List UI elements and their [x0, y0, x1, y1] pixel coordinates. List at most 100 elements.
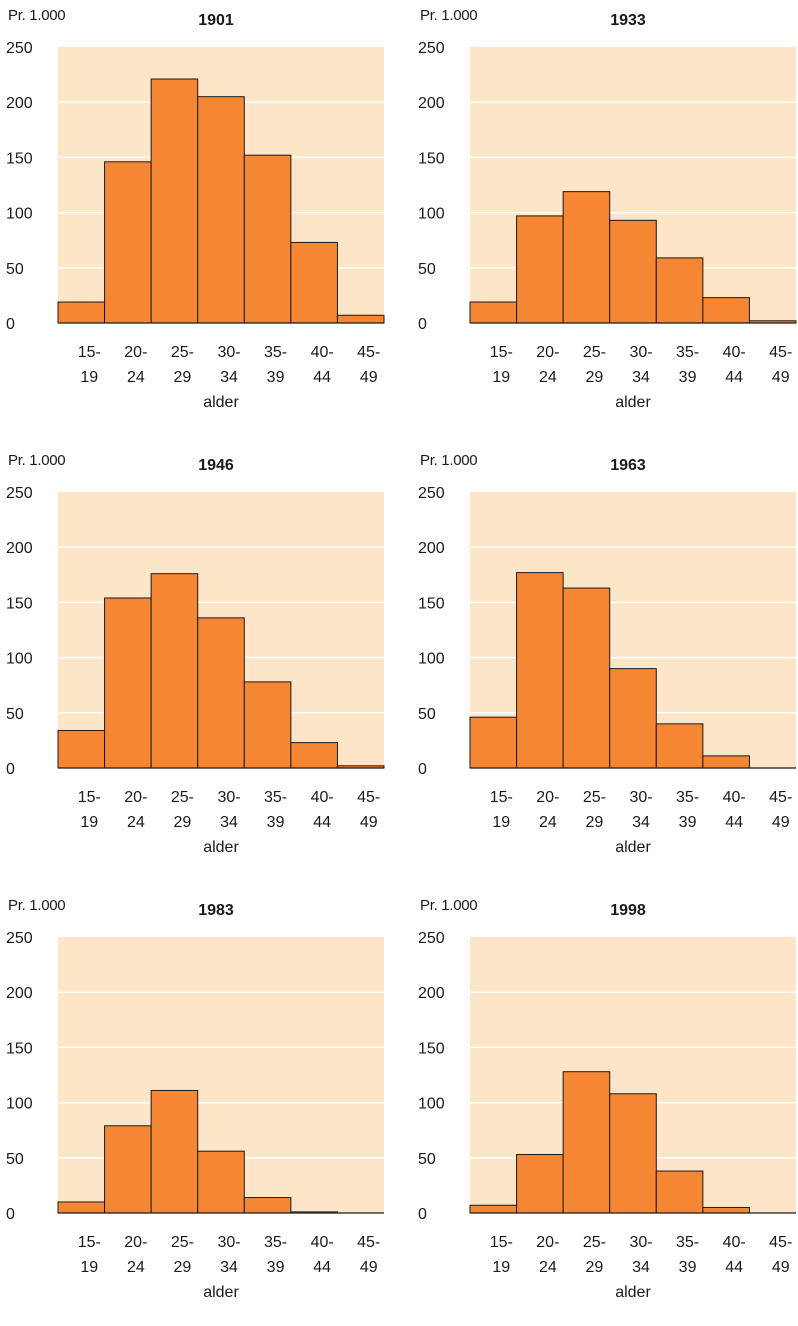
x-tick-label: 45-: [357, 344, 380, 361]
x-tick-label: 25-: [583, 789, 606, 806]
bar-25-29: [562, 587, 611, 769]
x-tick-label: 39: [679, 1259, 697, 1276]
x-tick-label: 44: [725, 1259, 743, 1276]
bar-30-34: [197, 617, 245, 769]
unit-label: Pr. 1.000: [420, 897, 477, 914]
chart-panel-1946: 0 50 100 150 200 250 Pr. 1.000 1946 15- 19 20- 24 25…: [0, 445, 399, 881]
x-tick-label: 44: [725, 369, 743, 386]
chart-title: 1901: [198, 12, 234, 29]
x-tick-label: 15-: [78, 1234, 101, 1251]
bar-40-44: [702, 1206, 750, 1214]
y-tick-label: 200: [418, 985, 445, 1002]
x-tick-label: 19: [492, 1259, 510, 1276]
bar-15-19: [57, 1201, 106, 1214]
x-tick-label: 34: [632, 369, 650, 386]
chart-title: 1933: [610, 12, 646, 29]
x-tick-label: 34: [220, 369, 238, 386]
x-tick-label: 15-: [490, 789, 513, 806]
x-tick-label: 19: [80, 814, 98, 831]
x-tick-label: 24: [539, 1259, 557, 1276]
bar-35-39: [655, 1170, 704, 1214]
y-tick-label: 150: [6, 595, 33, 612]
x-tick-label: 40-: [311, 789, 334, 806]
x-tick-label: 19: [80, 1259, 98, 1276]
y-tick-label: 100: [6, 1096, 33, 1113]
x-tick-label: 19: [80, 369, 98, 386]
bar-25-29: [150, 1089, 199, 1214]
y-tick-label: 0: [6, 316, 15, 333]
chart-panel-1933: 0 50 100 150 200 250 Pr. 1.000 1933 15- 19 20- 24 25…: [412, 0, 798, 436]
x-tick-label: 40-: [723, 789, 746, 806]
x-tick-label: 30-: [629, 789, 652, 806]
y-tick-label: 100: [418, 206, 445, 223]
x-tick-label: 40-: [311, 344, 334, 361]
x-tick-label: 29: [174, 1259, 192, 1276]
x-tick-label: 34: [632, 814, 650, 831]
bar-15-19: [469, 1204, 518, 1214]
chart-title: 1998: [610, 902, 646, 919]
bar-20-24: [516, 215, 564, 324]
y-tick-label: 100: [418, 651, 445, 668]
x-tick-label: 24: [539, 814, 557, 831]
unit-label: Pr. 1.000: [420, 7, 477, 24]
bar-45-49: [336, 314, 385, 324]
bar-35-39: [655, 257, 704, 324]
x-tick-label: 29: [174, 369, 192, 386]
x-tick-label: 45-: [357, 789, 380, 806]
x-tick-label: 29: [174, 814, 192, 831]
x-tick-label: 49: [360, 369, 378, 386]
y-tick-label: 0: [6, 1206, 15, 1223]
x-tick-label: 30-: [629, 344, 652, 361]
y-tick-label: 100: [418, 1096, 445, 1113]
y-tick-label: 0: [418, 316, 427, 333]
y-tick-label: 50: [418, 261, 436, 278]
x-tick-label: 35-: [676, 1234, 699, 1251]
chart-1901: 0 50 100 150 200 250 Pr. 1.000 1901 15- 19 20- 24 25…: [6, 7, 385, 411]
x-tick-label: 45-: [769, 789, 792, 806]
x-tick-label: 44: [725, 814, 743, 831]
unit-label: Pr. 1.000: [8, 7, 65, 24]
chart-panel-1963: 0 50 100 150 200 250 Pr. 1.000 1963 15- 19 20- 24 25…: [412, 445, 798, 881]
x-tick-label: 25-: [171, 344, 194, 361]
chart-title: 1963: [610, 457, 646, 474]
y-tick-label: 50: [6, 706, 24, 723]
x-tick-label: 20-: [124, 789, 147, 806]
y-tick-label: 150: [418, 1040, 445, 1057]
y-tick-label: 100: [6, 206, 33, 223]
chart-panel-1998: 0 50 100 150 200 250 Pr. 1.000 1998 15- 19 20- 24 25…: [412, 890, 798, 1326]
bar-15-19: [469, 301, 518, 324]
x-tick-label: 20-: [536, 789, 559, 806]
x-axis-label: alder: [203, 1284, 239, 1301]
x-tick-label: 35-: [264, 344, 287, 361]
chart-panel-1901: 0 50 100 150 200 250 Pr. 1.000 1901 15- 19 20- 24 25…: [0, 0, 399, 436]
x-tick-label: 39: [267, 814, 285, 831]
x-axis-label: alder: [615, 1284, 651, 1301]
bar-15-19: [57, 301, 106, 324]
y-tick-label: 200: [418, 95, 445, 112]
x-tick-label: 20-: [124, 1234, 147, 1251]
bar-20-24: [104, 597, 152, 769]
y-tick-label: 200: [6, 540, 33, 557]
x-tick-label: 29: [586, 814, 604, 831]
chart-1998: 0 50 100 150 200 250 Pr. 1.000 1998 15- 19 20- 24 25…: [418, 897, 796, 1301]
x-tick-label: 49: [772, 814, 790, 831]
x-tick-label: 24: [127, 1259, 145, 1276]
chart-1933: 0 50 100 150 200 250 Pr. 1.000 1933 15- 19 20- 24 25…: [418, 7, 797, 411]
x-tick-label: 20-: [124, 344, 147, 361]
bar-40-44: [702, 755, 750, 769]
y-tick-label: 50: [418, 1151, 436, 1168]
x-tick-label: 49: [360, 1259, 378, 1276]
x-tick-label: 49: [772, 369, 790, 386]
x-tick-label: 40-: [723, 1234, 746, 1251]
y-tick-label: 250: [418, 40, 445, 57]
x-tick-label: 35-: [264, 789, 287, 806]
bar-35-39: [243, 1197, 292, 1214]
chart-1946: 0 50 100 150 200 250 Pr. 1.000 1946 15- 19 20- 24 25…: [6, 452, 385, 856]
x-tick-label: 20-: [536, 1234, 559, 1251]
y-tick-label: 200: [6, 95, 33, 112]
x-tick-label: 35-: [676, 789, 699, 806]
bar-25-29: [150, 78, 199, 324]
bar-25-29: [562, 191, 611, 324]
x-tick-label: 40-: [311, 1234, 334, 1251]
x-tick-label: 44: [313, 369, 331, 386]
